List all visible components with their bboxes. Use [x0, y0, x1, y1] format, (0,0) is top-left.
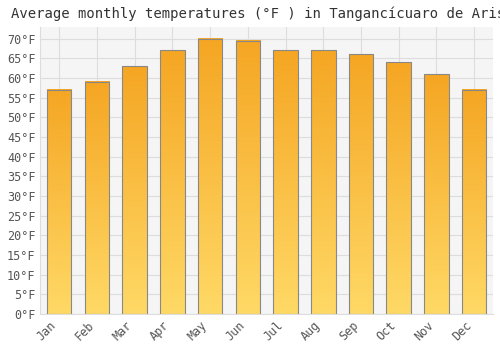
- Bar: [311, 50, 336, 314]
- Bar: [198, 38, 222, 314]
- Bar: [47, 90, 72, 314]
- Bar: [386, 62, 411, 314]
- Bar: [348, 54, 374, 314]
- Bar: [274, 50, 298, 314]
- Bar: [424, 74, 448, 314]
- Bar: [160, 50, 184, 314]
- Bar: [84, 82, 109, 314]
- Bar: [236, 41, 260, 314]
- Title: Average monthly temperatures (°F ) in Tangancícuaro de Arista: Average monthly temperatures (°F ) in Ta…: [11, 7, 500, 21]
- Bar: [122, 66, 147, 314]
- Bar: [462, 90, 486, 314]
